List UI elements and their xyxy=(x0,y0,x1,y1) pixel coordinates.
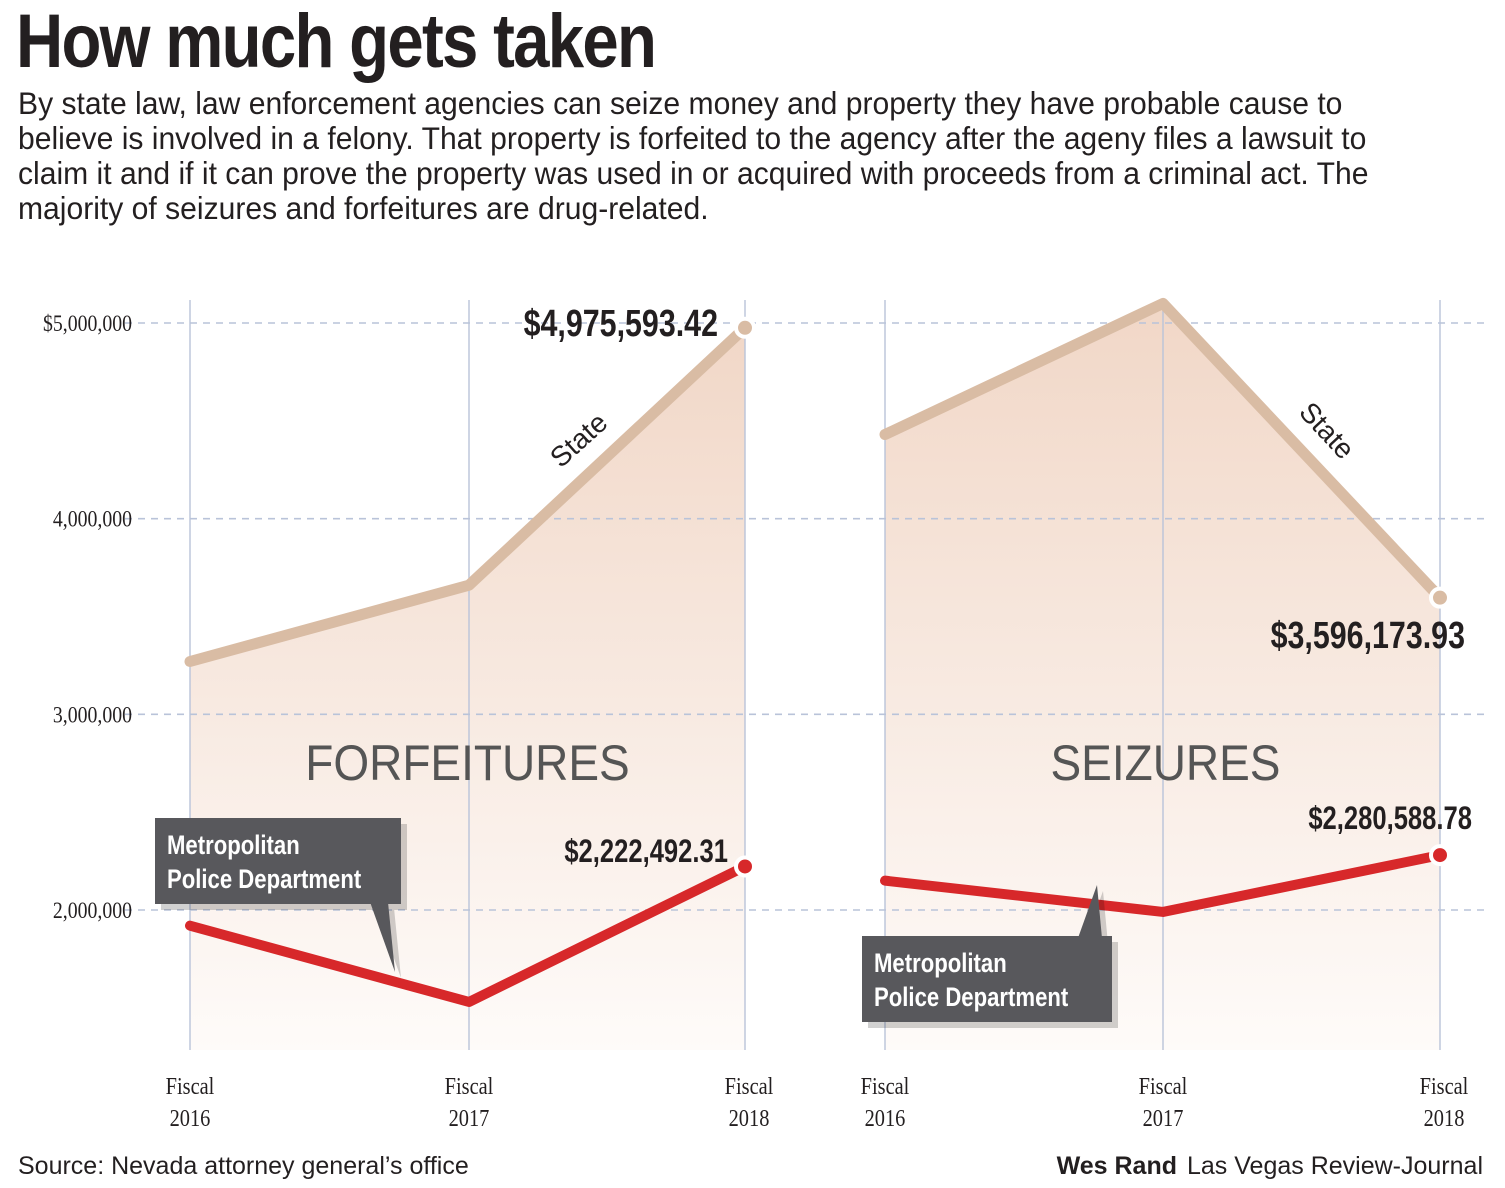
y-tick-label: $5,000,000 xyxy=(43,311,132,337)
headline: How much gets taken xyxy=(16,0,657,84)
callout-text-line2: Police Department xyxy=(874,983,1068,1013)
x-tick-label: Fiscal xyxy=(1139,1072,1188,1099)
y-tick-label: 2,000,000 xyxy=(53,898,132,924)
source-note: Source: Nevada attorney general’s office xyxy=(18,1152,469,1180)
intro-text: By state law, law enforcement agencies c… xyxy=(18,85,1369,226)
callout-text-line1: Metropolitan xyxy=(874,949,1007,979)
x-tick-label: 2016 xyxy=(170,1104,211,1131)
end-marker-metro xyxy=(734,855,756,878)
x-tick-label: 2018 xyxy=(729,1104,770,1131)
x-tick-label: 2017 xyxy=(1143,1104,1184,1131)
callout-metro: Metropolitan Police Department xyxy=(155,818,401,972)
series-line-state xyxy=(184,322,751,668)
value-label-state: $3,596,173.93 xyxy=(1271,615,1465,657)
y-tick-label: 3,000,000 xyxy=(53,702,132,728)
series-line-metro xyxy=(185,861,750,1007)
x-tick-label: Fiscal xyxy=(861,1072,910,1099)
panel-title: SEIZURES xyxy=(1050,736,1280,791)
y-tick-label: 4,000,000 xyxy=(53,506,132,532)
x-tick-label: Fiscal xyxy=(725,1072,774,1099)
x-tick-label: Fiscal xyxy=(445,1072,494,1099)
area-fill xyxy=(190,327,745,1051)
end-marker-state xyxy=(734,316,756,339)
value-label-state: $4,975,593.42 xyxy=(524,303,718,345)
end-marker-state xyxy=(1429,586,1451,609)
x-tick-label: 2016 xyxy=(865,1104,906,1131)
callout-box xyxy=(155,818,401,904)
callout-box xyxy=(862,936,1112,1022)
x-tick-label: Fiscal xyxy=(1420,1072,1469,1099)
x-tick-label: 2017 xyxy=(449,1104,490,1131)
panel-title: FORFEITURES xyxy=(305,736,630,791)
series-line-state xyxy=(879,297,1446,604)
callout-text-line1: Metropolitan xyxy=(167,831,300,861)
callout-pointer xyxy=(370,902,395,972)
author-credit: Wes Rand xyxy=(1056,1152,1177,1180)
publication-name: Las Vegas Review-Journal xyxy=(1187,1152,1483,1180)
end-marker-metro xyxy=(1429,844,1451,867)
value-label-metro: $2,280,588.78 xyxy=(1308,801,1472,836)
callout-text-line2: Police Department xyxy=(167,865,361,895)
x-tick-label: 2018 xyxy=(1424,1104,1465,1131)
series-line-metro xyxy=(880,850,1445,917)
value-label-metro: $2,222,492.31 xyxy=(564,834,728,869)
callout-pointer xyxy=(1078,885,1102,938)
x-tick-label: Fiscal xyxy=(166,1072,215,1099)
credit-line: Wes Rand Las Vegas Review-Journal xyxy=(1057,1152,1483,1181)
callout-metro: Metropolitan Police Department xyxy=(862,885,1112,1022)
